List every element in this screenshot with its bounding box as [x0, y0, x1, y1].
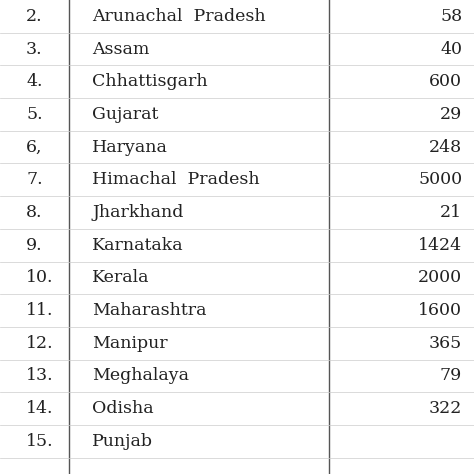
Text: 11.: 11.	[26, 302, 54, 319]
Text: 13.: 13.	[26, 367, 54, 384]
Text: 5.: 5.	[26, 106, 43, 123]
Text: 10.: 10.	[26, 269, 54, 286]
Text: Punjab: Punjab	[92, 433, 154, 450]
Text: 8.: 8.	[26, 204, 43, 221]
Text: 5000: 5000	[418, 171, 462, 188]
Text: 1424: 1424	[418, 237, 462, 254]
Text: 9.: 9.	[26, 237, 43, 254]
Text: Karnataka: Karnataka	[92, 237, 184, 254]
Text: 365: 365	[429, 335, 462, 352]
Text: Jharkhand: Jharkhand	[92, 204, 184, 221]
Text: 248: 248	[429, 138, 462, 155]
Text: 21: 21	[440, 204, 462, 221]
Text: Haryana: Haryana	[92, 138, 168, 155]
Text: 4.: 4.	[26, 73, 43, 90]
Text: Assam: Assam	[92, 41, 150, 57]
Text: Himachal  Pradesh: Himachal Pradesh	[92, 171, 260, 188]
Text: Arunachal  Pradesh: Arunachal Pradesh	[92, 8, 266, 25]
Text: 58: 58	[440, 8, 462, 25]
Text: 29: 29	[440, 106, 462, 123]
Text: Meghalaya: Meghalaya	[92, 367, 190, 384]
Text: 7.: 7.	[26, 171, 43, 188]
Text: 12.: 12.	[26, 335, 54, 352]
Text: Chhattisgarh: Chhattisgarh	[92, 73, 208, 90]
Text: 3.: 3.	[26, 41, 43, 57]
Text: 14.: 14.	[26, 400, 54, 417]
Text: 79: 79	[440, 367, 462, 384]
Text: 40: 40	[440, 41, 462, 57]
Text: Gujarat: Gujarat	[92, 106, 159, 123]
Text: 15.: 15.	[26, 433, 54, 450]
Text: 322: 322	[429, 400, 462, 417]
Text: Kerala: Kerala	[92, 269, 150, 286]
Text: 1600: 1600	[418, 302, 462, 319]
Text: 6,: 6,	[26, 138, 43, 155]
Text: 600: 600	[429, 73, 462, 90]
Text: Manipur: Manipur	[92, 335, 168, 352]
Text: 2000: 2000	[418, 269, 462, 286]
Text: Maharashtra: Maharashtra	[92, 302, 207, 319]
Text: Odisha: Odisha	[92, 400, 154, 417]
Text: 2.: 2.	[26, 8, 43, 25]
